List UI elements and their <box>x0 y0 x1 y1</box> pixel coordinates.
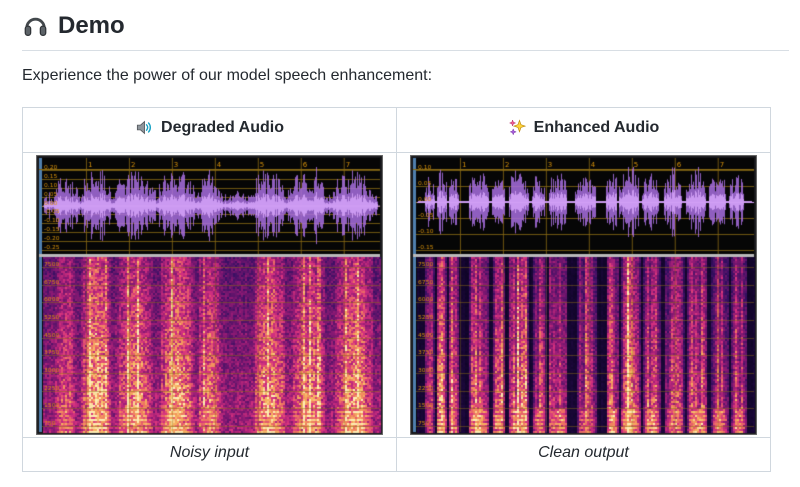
image-row <box>22 152 771 438</box>
header-row: Degraded Audio Enhanced Audio <box>22 107 771 153</box>
column-header-degraded: Degraded Audio <box>22 107 397 153</box>
column-header-degraded-label: Degraded Audio <box>161 118 284 136</box>
caption-row: Noisy input Clean output <box>22 437 771 472</box>
degraded-waveform-spectrogram-image <box>36 155 383 435</box>
headphones-icon <box>22 12 49 39</box>
enhanced-audio-cell <box>396 152 771 438</box>
column-header-enhanced-label: Enhanced Audio <box>533 118 660 136</box>
caption-clean-output: Clean output <box>396 437 771 472</box>
column-header-enhanced: Enhanced Audio <box>396 107 771 153</box>
section-heading: Demo <box>22 10 789 51</box>
demo-table: Degraded Audio Enhanced Audio <box>22 107 771 472</box>
section-heading-text: Demo <box>58 12 125 39</box>
speaker-icon <box>135 118 154 137</box>
caption-noisy-input: Noisy input <box>22 437 397 472</box>
sparkles-icon <box>508 118 527 137</box>
degraded-audio-cell <box>22 152 397 438</box>
enhanced-waveform-spectrogram-image <box>410 155 757 435</box>
readme-page: Demo Experience the power of our model s… <box>22 10 789 472</box>
intro-text: Experience the power of our model speech… <box>22 67 433 84</box>
